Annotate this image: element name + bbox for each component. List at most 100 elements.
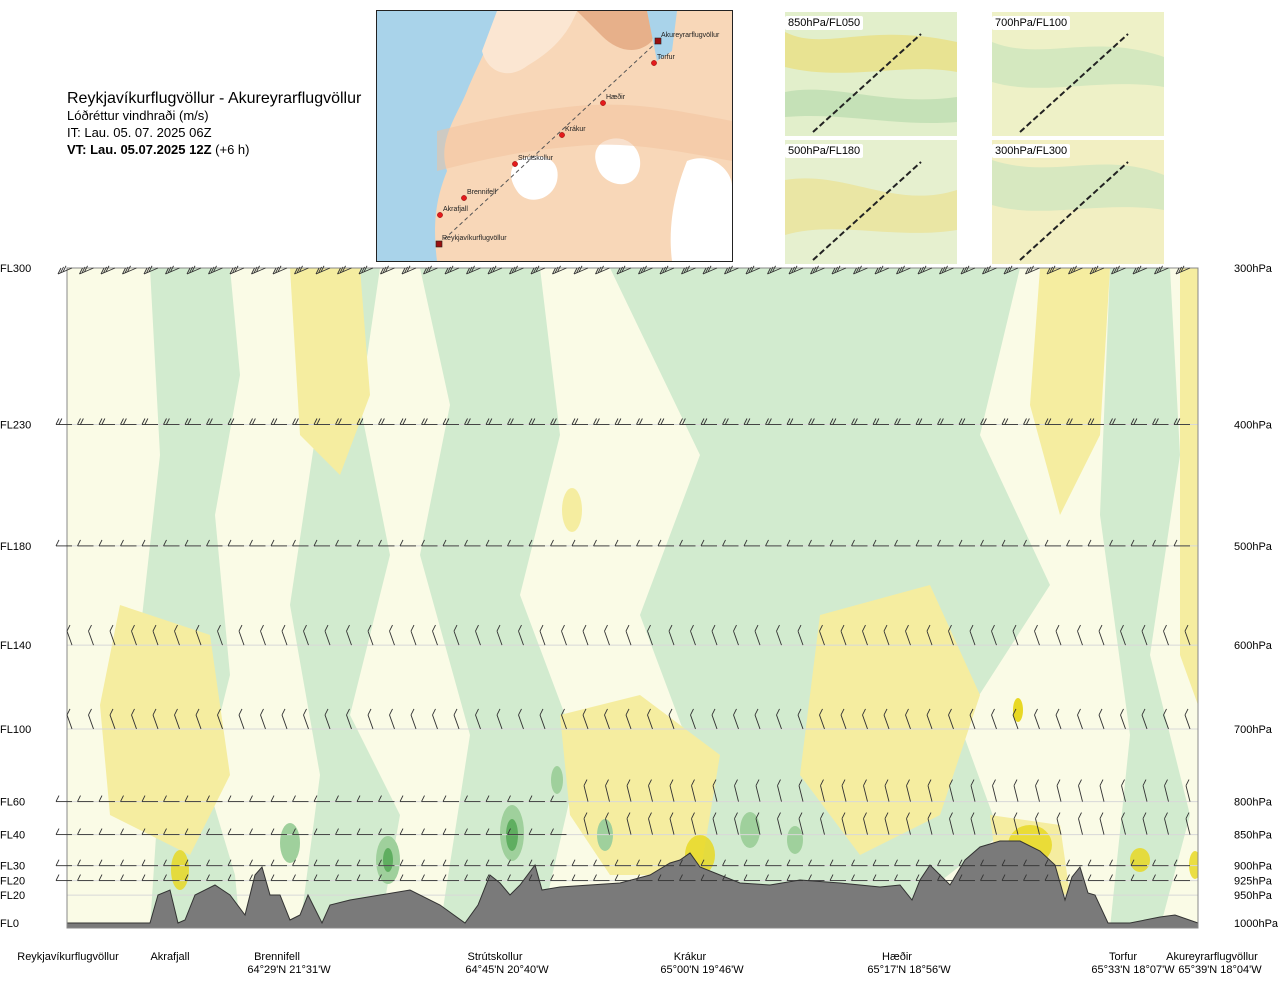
wind-barb-feather: [294, 267, 298, 275]
flight-level-label: FL180: [0, 541, 31, 553]
wind-barb: [152, 714, 159, 730]
wind-barb-feather: [124, 266, 129, 274]
wind-barb-feather: [313, 859, 318, 866]
wind-barb-feather: [249, 795, 253, 802]
wind-barb-feather: [1099, 812, 1104, 819]
wind-barb-feather: [496, 708, 501, 716]
wind-barb-feather: [399, 828, 404, 835]
wind-barb-feather: [531, 418, 536, 425]
wind-barb-feather: [754, 708, 759, 716]
wind-barb-feather: [1078, 812, 1082, 819]
wind-barb: [681, 267, 696, 275]
wind-barb-feather: [320, 265, 325, 273]
wind-barb-feather: [593, 859, 597, 866]
wind-barb-feather: [604, 708, 608, 716]
wind-barb: [260, 630, 266, 646]
wind-barb-feather: [1113, 266, 1118, 274]
wind-barb-feather: [509, 267, 513, 275]
wind-barb: [905, 630, 911, 646]
wind-barb-feather: [1047, 418, 1052, 425]
wind-barb-feather: [798, 812, 803, 819]
wind-barb: [819, 714, 825, 730]
wind-barb-feather: [982, 418, 987, 425]
wind-barb-feather: [597, 266, 602, 274]
wind-barb: [1034, 714, 1040, 730]
wind-barb-feather: [939, 267, 943, 275]
wind-barb: [88, 714, 94, 730]
wind-barb-feather: [582, 708, 587, 716]
waypoint-name: Akrafjall: [150, 951, 189, 963]
wind-barb-feather: [733, 624, 737, 632]
wind-barb: [970, 785, 976, 802]
wind-barb: [702, 267, 718, 275]
wind-barb-feather: [578, 265, 583, 273]
wind-barb-feather: [98, 859, 103, 866]
wind-barb-feather: [776, 708, 780, 716]
wind-barb-feather: [1051, 265, 1056, 273]
wind-barb-feather: [550, 874, 554, 881]
wind-barb-feather: [703, 418, 708, 425]
map-waypoint-label: Krákur: [565, 126, 586, 133]
wind-barbs: [55, 265, 1191, 882]
wind-barb-feather: [152, 624, 157, 632]
wind-barb: [582, 714, 589, 730]
wind-barb-feather: [528, 859, 533, 866]
wind-barb-feather: [879, 265, 884, 273]
wind-barb-feather: [643, 265, 647, 273]
wind-barb: [315, 267, 331, 275]
wind-barb-feather: [617, 418, 622, 425]
map-waypoint-label: Hæðir: [606, 93, 626, 101]
wind-barb: [272, 267, 288, 275]
wind-barb-feather: [724, 267, 728, 275]
wind-barb-feather: [657, 874, 662, 881]
wind-barb-feather: [918, 418, 923, 425]
wind-barb: [57, 267, 73, 275]
wind-barb: [604, 714, 610, 730]
wind-barb-feather: [163, 795, 167, 802]
wind-barb-feather: [605, 812, 609, 819]
wind-barb: [303, 714, 309, 730]
wind-barb-feather: [662, 266, 666, 274]
wind-barb-feather: [992, 779, 996, 786]
wind-barb-feather: [906, 779, 910, 786]
mini-map-label: 500hPa/FL180: [785, 144, 864, 158]
wind-barb-feather: [195, 708, 200, 716]
wind-barb: [820, 818, 825, 835]
wind-barb: [1013, 818, 1019, 835]
wind-barb-feather: [765, 859, 769, 866]
wind-barb: [1142, 785, 1148, 802]
wind-barb-feather: [1044, 874, 1049, 881]
wind-barb-feather: [442, 874, 447, 881]
wind-barb: [1012, 630, 1019, 646]
wind-barb-feather: [186, 267, 191, 275]
wind-barb: [1056, 818, 1062, 835]
wind-barb-feather: [528, 539, 533, 547]
wind-barb-feather: [829, 539, 834, 547]
wind-barb-feather: [915, 539, 920, 547]
wind-barb: [1164, 818, 1169, 835]
wind-barb-feather: [1066, 859, 1070, 866]
wind-barb-feather: [915, 874, 920, 881]
mini-map-label: 700hPa/FL100: [992, 16, 1071, 30]
wind-barb-feather: [660, 418, 665, 425]
wind-barb-feather: [77, 418, 81, 425]
wind-barb-feather: [905, 624, 909, 632]
wind-barb-feather: [539, 708, 544, 716]
wind-barb: [711, 714, 718, 730]
wind-barb-feather: [238, 708, 243, 716]
wind-barb: [949, 785, 954, 802]
wind-barb-feather: [1044, 859, 1049, 866]
wind-barb-feather: [927, 812, 932, 819]
flight-level-label: FL140: [0, 640, 31, 652]
wind-barb-feather: [425, 266, 430, 274]
wind-barb-feather: [1077, 708, 1081, 716]
wind-barb-feather: [743, 859, 748, 866]
wind-barb-feather: [270, 828, 275, 835]
wind-barb-feather: [79, 418, 84, 425]
map-waypoint-label: Reykjavíkurflugvöllur: [442, 235, 507, 242]
wind-barb-feather: [292, 795, 296, 802]
waypoint-coordinate: 65°17'N 18°56'W: [867, 964, 951, 976]
wind-barb-feather: [896, 418, 901, 425]
wind-barb: [1121, 785, 1126, 802]
wind-barb-feather: [1109, 418, 1113, 425]
